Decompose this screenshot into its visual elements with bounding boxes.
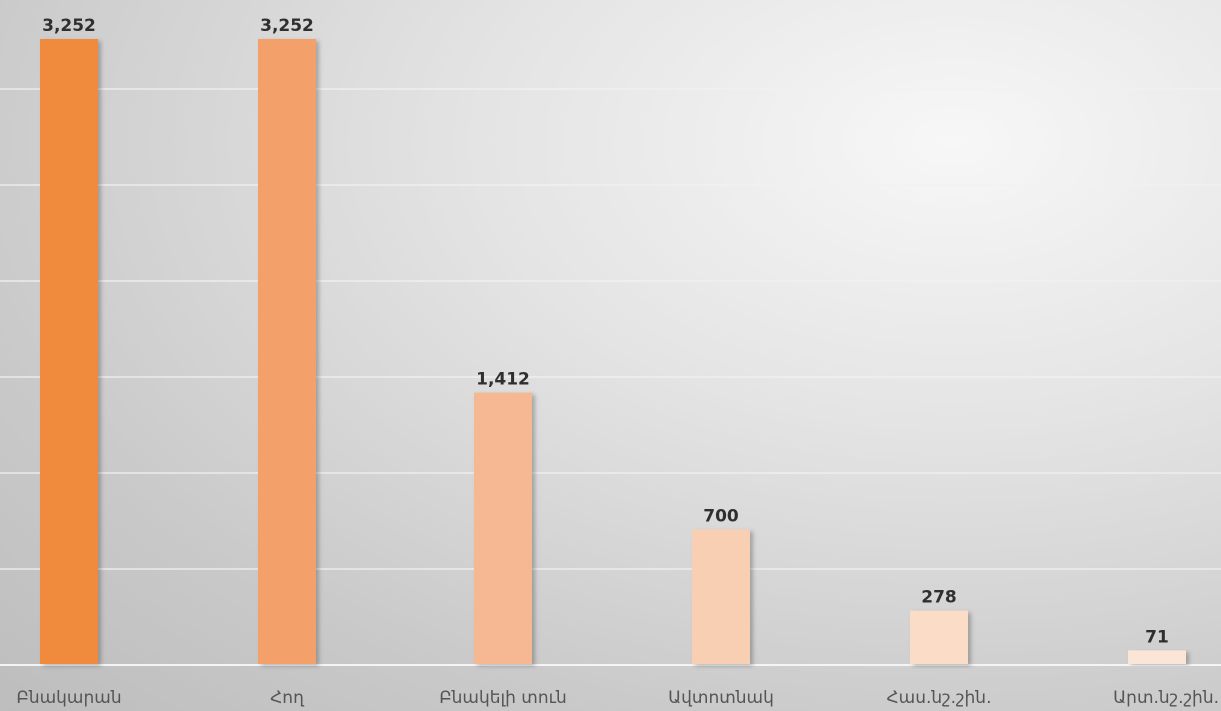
category-label: Արտ.նշ.շին. xyxy=(1113,688,1219,708)
category-label: Հող xyxy=(270,688,305,708)
bars xyxy=(40,39,1186,664)
bar xyxy=(258,39,316,664)
data-label: 71 xyxy=(1145,627,1169,647)
bar xyxy=(40,39,98,664)
data-label: 3,252 xyxy=(42,16,96,36)
category-label: Բնակարան xyxy=(16,688,121,708)
data-label: 278 xyxy=(921,588,957,608)
gridlines xyxy=(0,88,1221,666)
data-labels: 3,252 3,252 1,412 700 278 71 xyxy=(42,16,1169,647)
data-label: 3,252 xyxy=(260,16,314,36)
data-label: 1,412 xyxy=(476,370,530,390)
bar xyxy=(1128,650,1186,664)
bar xyxy=(474,392,532,664)
data-label: 700 xyxy=(703,506,739,526)
category-label: Ավտոտնակ xyxy=(668,688,774,708)
bar xyxy=(910,610,968,664)
category-label: Բնակելի տուն xyxy=(439,688,567,708)
bar xyxy=(692,529,750,664)
category-labels: Բնակարան Հող Բնակելի տուն Ավտոտնակ Հաս.նշ.շի… xyxy=(16,688,1219,708)
category-label: Հաս.նշ.շին. xyxy=(887,688,992,708)
